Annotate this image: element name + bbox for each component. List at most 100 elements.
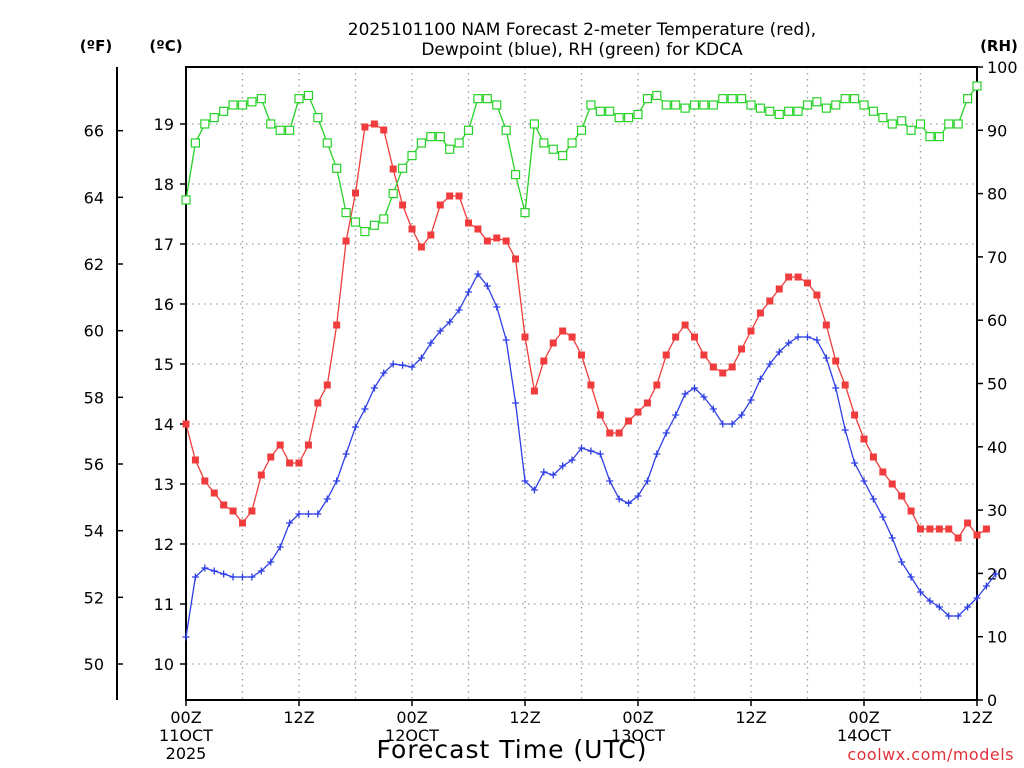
dewpoint-point <box>455 306 463 314</box>
dewpoint-point <box>191 573 199 581</box>
rh-tick-label: 0 <box>987 691 997 710</box>
rh-point <box>416 138 427 148</box>
rh-point <box>755 103 766 113</box>
temperature-point <box>229 507 237 515</box>
rh-point <box>944 119 954 129</box>
x-tick-label: 12Z <box>735 708 766 727</box>
temperature-point <box>794 273 802 281</box>
x-tick-label: 12Z <box>961 708 992 727</box>
rh-point <box>736 94 747 104</box>
rh-point <box>332 163 342 173</box>
rh-point <box>313 113 323 123</box>
rh-point <box>812 97 822 107</box>
rh-point <box>247 97 257 107</box>
rh-point <box>190 138 201 148</box>
dewpoint-point <box>239 573 246 581</box>
credit-link[interactable]: coolwx.com/models <box>847 745 1014 764</box>
temperature-point <box>342 237 350 245</box>
dewpoint-point <box>568 456 576 464</box>
rh-point <box>897 116 907 126</box>
dewpoint-point <box>512 399 520 407</box>
x-tick-label: 14OCT <box>837 726 891 745</box>
dewpoint-point <box>389 360 397 368</box>
rh-point <box>802 100 813 110</box>
temperature-point <box>540 357 548 365</box>
dewpoint-point <box>992 570 1000 578</box>
dewpoint-point <box>813 336 821 344</box>
dewpoint-point <box>502 336 510 344</box>
temperature-point <box>248 507 256 515</box>
dewpoint-point <box>926 597 934 605</box>
x-tick-label: 00Z <box>848 708 879 727</box>
rh-point <box>228 100 238 110</box>
temperature-point <box>634 408 642 416</box>
rh-point <box>209 113 219 123</box>
temperature-point <box>568 333 576 341</box>
temperature-point <box>681 321 689 329</box>
rh-point <box>925 132 935 142</box>
dewpoint-point <box>804 333 811 341</box>
rh-tick-label: 100 <box>987 58 1018 77</box>
rh-point <box>200 119 210 129</box>
rh-point <box>529 119 540 129</box>
celsius-tick-label: 19 <box>154 115 174 134</box>
temperature-point <box>700 351 708 359</box>
rh-point <box>614 113 624 123</box>
temperature-point <box>964 519 972 527</box>
fahrenheit-tick-label: 58 <box>84 388 104 407</box>
rh-point <box>849 94 860 104</box>
x-tick-label: 12Z <box>509 708 540 727</box>
temperature-point <box>587 381 595 389</box>
fahrenheit-tick-label: 62 <box>84 255 104 274</box>
temperature-point <box>973 531 981 539</box>
rh-point <box>266 119 276 129</box>
celsius-tick-label: 16 <box>154 295 174 314</box>
dewpoint-point <box>465 288 472 296</box>
dewpoint-point <box>738 411 746 419</box>
dewpoint-point <box>766 360 774 368</box>
temperature-point <box>917 525 924 533</box>
dewpoint-point <box>662 429 670 437</box>
rh-point <box>915 119 926 129</box>
dewpoint-point <box>709 405 717 413</box>
chart-title-line1: 2025101100 NAM Forecast 2-meter Temperat… <box>348 20 816 40</box>
dewpoint-point <box>964 603 972 611</box>
temperature-point <box>822 321 830 329</box>
dewpoint-point <box>756 375 764 383</box>
rh-point <box>718 94 728 104</box>
dewpoint-point <box>700 393 708 401</box>
rh-tick-label: 30 <box>987 501 1007 520</box>
temperature-point <box>719 369 727 377</box>
dewpoint-point <box>210 567 218 575</box>
temperature-point <box>869 453 877 461</box>
rh-point <box>934 132 944 142</box>
dewpoint-point <box>220 570 228 578</box>
temperature-point <box>662 351 670 359</box>
temperature-point <box>596 411 604 419</box>
rh-point <box>765 106 775 116</box>
celsius-tick-label: 18 <box>154 175 174 194</box>
rh-point <box>868 106 879 116</box>
temperature-point <box>182 420 190 428</box>
dewpoint-point <box>370 384 378 392</box>
rh-point <box>492 100 502 110</box>
rh-point <box>294 94 304 104</box>
rh-tick-label: 50 <box>987 375 1007 394</box>
temperature-point <box>323 381 331 389</box>
temperature-point <box>239 519 246 527</box>
rh-point <box>426 132 436 142</box>
temperature-point <box>578 351 585 359</box>
temperature-point <box>191 456 199 464</box>
rh-point <box>501 125 511 135</box>
rh-point <box>962 94 973 104</box>
temperature-point <box>841 381 849 389</box>
temperature-point <box>935 525 943 533</box>
rh-point <box>463 125 474 135</box>
data-series <box>181 81 1000 641</box>
dewpoint-point <box>672 411 680 419</box>
dewpoint-point <box>267 558 275 566</box>
dewpoint-point <box>719 420 727 428</box>
temperature-point <box>615 429 623 437</box>
plot-frame <box>185 66 978 701</box>
temperature-point <box>286 459 294 467</box>
